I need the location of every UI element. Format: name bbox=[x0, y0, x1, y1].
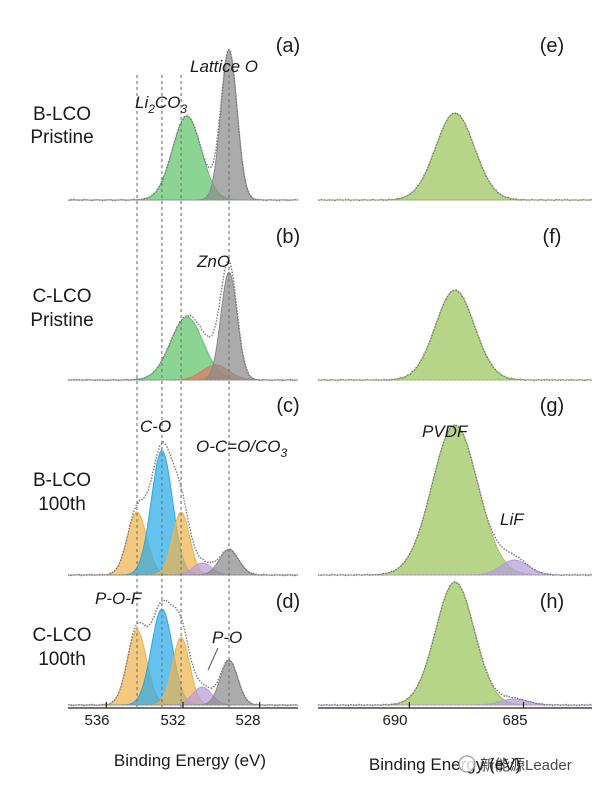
watermark-text: 新能源Leader bbox=[480, 757, 572, 774]
watermark: 新能源Leader bbox=[458, 755, 572, 774]
sample-label-d-line2: 100th bbox=[38, 649, 86, 670]
peak-li2co3-a bbox=[68, 115, 298, 201]
right-xtick-685: 685 bbox=[502, 712, 527, 729]
sample-label-a-line1: B-LCO bbox=[33, 104, 91, 125]
sample-label-d-line1: C-LCO bbox=[32, 625, 91, 646]
left-xlabel: Binding Energy (eV) bbox=[114, 751, 266, 770]
label-o-c-o-co3: O-C=O/CO3 bbox=[196, 437, 288, 460]
label-c-o: C-O bbox=[140, 417, 171, 436]
right-xlabel: Binding Energy (eV) bbox=[369, 755, 521, 774]
sample-label-b-line1: C-LCO bbox=[32, 286, 91, 307]
peak-o-c-o-co3-d bbox=[68, 637, 298, 706]
panel-letter-f: (f) bbox=[543, 226, 562, 248]
panel-letter-b: (b) bbox=[276, 226, 300, 248]
watermark-logo-icon bbox=[458, 755, 476, 773]
envelope-c bbox=[67, 440, 299, 577]
envelope-e bbox=[317, 111, 593, 202]
label-p-o: P-O bbox=[212, 628, 242, 647]
right-xtick-690: 690 bbox=[382, 712, 407, 729]
tick-marks bbox=[105, 702, 525, 708]
panel-letter-g: (g) bbox=[540, 395, 564, 417]
panel-letter-e: (e) bbox=[540, 35, 564, 57]
panel-letter-c: (c) bbox=[276, 395, 299, 417]
label-p-o-f: P-O-F bbox=[95, 589, 143, 608]
left-xtick-536: 536 bbox=[84, 712, 109, 729]
label-li2co3: Li2CO3 bbox=[135, 93, 187, 116]
sample-label-a-line2: Pristine bbox=[30, 127, 93, 148]
sample-label-c-line1: B-LCO bbox=[33, 470, 91, 491]
panel-letter-a: (a) bbox=[276, 35, 300, 57]
peak-li2co3-b bbox=[68, 316, 298, 381]
envelope-b bbox=[67, 259, 299, 382]
p-o-leader-line bbox=[207, 647, 219, 671]
peak-pvdf-g bbox=[318, 424, 592, 576]
label-lif: LiF bbox=[500, 510, 525, 529]
sample-label-c-line2: 100th bbox=[38, 494, 86, 515]
panel-letter-h: (h) bbox=[540, 591, 564, 613]
left-xtick-532: 532 bbox=[160, 712, 185, 729]
label-pvdf: PVDF bbox=[422, 422, 469, 441]
label-zno: ZnO bbox=[196, 252, 230, 271]
label-lattice-o: Lattice O bbox=[190, 57, 258, 76]
peak-pvdf-e bbox=[318, 112, 592, 201]
sample-label-b-line2: Pristine bbox=[30, 310, 93, 331]
peak-layer bbox=[68, 49, 592, 706]
peak-o-c-o-co3-c bbox=[68, 511, 298, 576]
peak-pvdf-f bbox=[318, 289, 592, 381]
envelope-a bbox=[67, 48, 299, 202]
panel-letter-d: (d) bbox=[276, 591, 300, 613]
left-xtick-528: 528 bbox=[235, 712, 260, 729]
